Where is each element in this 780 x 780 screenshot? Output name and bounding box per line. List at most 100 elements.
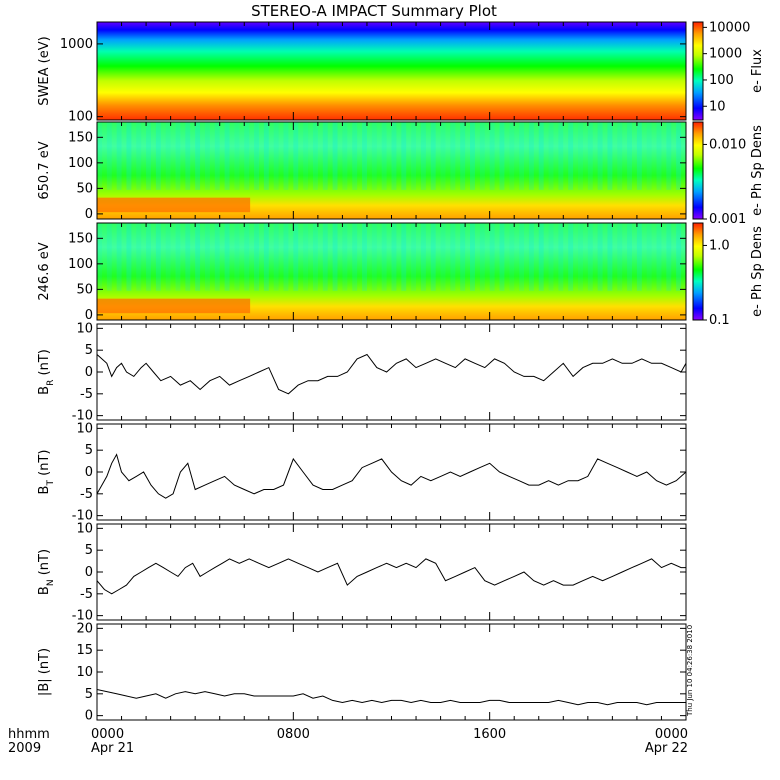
- pad650-texture-stripe: [303, 122, 309, 190]
- pad650-texture-stripe: [165, 122, 171, 190]
- pad246-texture-stripe: [548, 223, 554, 291]
- bmag-y-tick-label: 20: [76, 621, 93, 636]
- pad246-texture-stripe: [538, 223, 544, 291]
- pad650-texture-stripe: [509, 122, 515, 190]
- pad650-texture-stripe: [627, 122, 633, 190]
- pad246-panel: 0.1 1.0 e- Ph Sp Dens 0 50 100 150 246.6 eV: [37, 222, 765, 328]
- pad246-texture-stripe: [106, 223, 112, 291]
- pad246-texture-stripe: [352, 223, 358, 291]
- pad650-texture-stripe: [136, 122, 142, 190]
- pad246-texture-stripe: [499, 223, 505, 291]
- pad246-texture-stripe: [568, 223, 574, 291]
- pad650-texture-stripe: [519, 122, 525, 190]
- x-tick-sublabel: Apr 21: [91, 741, 134, 756]
- pad650-colorbar-tick-label: 0.001: [709, 212, 746, 227]
- bmag-y-tick-label: 5: [85, 687, 93, 702]
- x-tick-label: 1600: [473, 727, 506, 742]
- pad246-y-tick-label: 150: [68, 231, 93, 246]
- pad246-texture-stripe: [293, 223, 299, 291]
- pad246-texture-stripe: [263, 223, 269, 291]
- pad246-colorbar-frame: [692, 222, 704, 321]
- pad246-texture-stripe: [646, 223, 652, 291]
- pad246-texture-stripe: [234, 223, 240, 291]
- br-y-tick-label: -10: [72, 409, 93, 424]
- pad246-texture-stripe: [578, 223, 583, 291]
- pad246-texture-stripe: [283, 223, 289, 291]
- pad246-y-tick-label: 100: [68, 257, 93, 272]
- pad650-y-tick-label: 50: [76, 181, 93, 196]
- pad650-texture-stripe: [401, 122, 407, 190]
- pad650-texture-stripe: [146, 122, 151, 190]
- pad650-colorbar-label: e- Ph Sp Dens: [750, 125, 765, 216]
- pad650-texture-stripe: [617, 122, 623, 190]
- pad246-texture-stripe: [185, 223, 191, 291]
- pad650-texture-stripe: [332, 122, 338, 190]
- swea-colorbar-tick-label: 1000: [709, 47, 742, 62]
- pad650-y-tick-label: 100: [68, 156, 93, 171]
- timestamp-label: Thu Jun 10 04:26:38 2010: [686, 625, 694, 717]
- pad650-texture-stripe: [116, 122, 122, 190]
- pad246-y-axis-label: 246.6 eV: [37, 242, 52, 300]
- pad650-texture-stripe: [636, 122, 642, 190]
- pad650-texture-stripe: [234, 122, 240, 190]
- pad650-texture-stripe: [479, 122, 485, 190]
- pad246-texture-stripe: [509, 223, 515, 291]
- swea-colorbar-tick-label: 100: [709, 73, 734, 88]
- pad246-y-tick-label: 50: [76, 282, 93, 297]
- swea-y-axis-label: SWEA (eV): [37, 36, 52, 105]
- pad650-texture-stripe: [97, 122, 102, 190]
- pad246-texture-stripe: [97, 223, 102, 291]
- pad246-texture-stripe: [391, 223, 397, 291]
- br-y-tick-label: 10: [76, 321, 93, 336]
- pad246-texture-stripe: [450, 223, 456, 291]
- bt-y-tick-label: 5: [85, 443, 93, 458]
- pad650-panel: 0.001 0.010 e- Ph Sp Dens 0 50 100 150 650.7 eV: [37, 121, 765, 227]
- br-panel: -10 -5 0 5 10 BR (nT): [37, 321, 687, 424]
- pad246-warm-band: [97, 298, 251, 314]
- bt-y-tick-label: -5: [80, 487, 93, 502]
- pad650-texture-stripe: [175, 122, 181, 190]
- pad246-colorbar: [693, 223, 703, 320]
- pad246-texture-stripe: [126, 223, 132, 291]
- pad650-texture-stripe: [597, 122, 603, 190]
- pad650-texture-stripe: [548, 122, 554, 190]
- pad246-texture-stripe: [617, 223, 623, 291]
- bt-y-tick-label: 0: [85, 465, 93, 480]
- pad246-texture-stripe: [666, 223, 672, 291]
- bn-y-tick-label: -10: [72, 609, 93, 624]
- pad246-texture-stripe: [519, 223, 525, 291]
- bn-series-line: [96, 558, 686, 595]
- pad246-texture-stripe: [420, 223, 426, 291]
- pad650-y-tick-label: 150: [68, 130, 93, 145]
- swea-colorbar: [693, 22, 703, 120]
- pad650-texture-stripe: [155, 122, 161, 190]
- pad246-texture-stripe: [214, 223, 220, 291]
- pad246-texture-stripe: [597, 223, 603, 291]
- bmag-y-tick-label: 10: [76, 665, 93, 680]
- pad246-texture-stripe: [116, 223, 122, 291]
- pad650-texture-stripe: [362, 122, 367, 190]
- pad246-texture-stripe: [322, 223, 328, 291]
- pad246-texture-stripe: [430, 223, 436, 291]
- bn-y-tick-label: 5: [85, 543, 93, 558]
- pad246-texture-stripe: [381, 223, 387, 291]
- pad650-texture-stripe: [420, 122, 426, 190]
- pad650-texture-stripe: [666, 122, 672, 190]
- pad650-texture-stripe: [587, 122, 593, 190]
- x-axis-left-label-bottom: 2009: [8, 741, 41, 756]
- pad650-colorbar-frame: [692, 121, 704, 220]
- bmag-series-line: [96, 689, 686, 706]
- x-tick-sublabel: Apr 22: [645, 741, 688, 756]
- pad650-texture-stripe: [391, 122, 397, 190]
- pad246-texture-stripe: [273, 223, 279, 291]
- pad246-texture-stripe: [362, 223, 367, 291]
- pad246-texture-stripe: [244, 223, 250, 291]
- pad650-texture-stripe: [371, 122, 377, 190]
- pad650-texture-stripe: [322, 122, 328, 190]
- pad246-texture-stripe: [627, 223, 633, 291]
- pad650-texture-stripe: [204, 122, 210, 190]
- pad650-texture-stripe: [283, 122, 289, 190]
